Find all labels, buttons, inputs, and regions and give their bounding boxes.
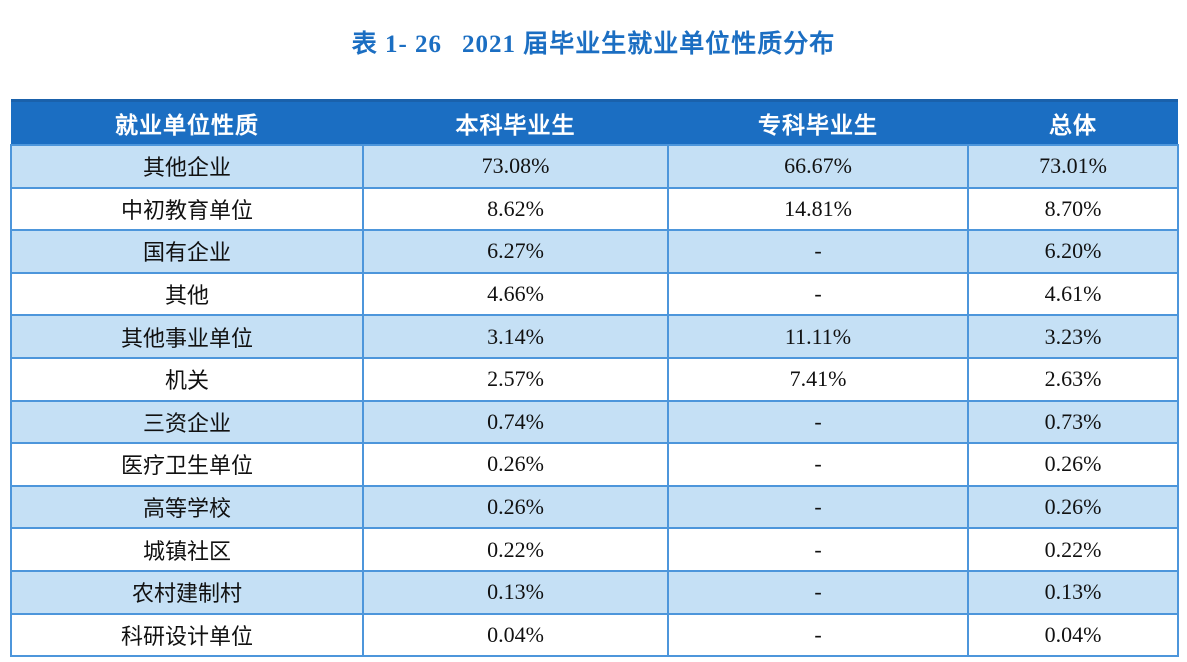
table-row: 医疗卫生单位 0.26% - 0.26% [10, 442, 1179, 487]
table-row: 科研设计单位 0.04% - 0.04% [10, 612, 1179, 658]
undergraduate-cell: 8.62% [362, 186, 669, 232]
table-number-label: 表 1- 26 [351, 31, 443, 58]
overall-cell: 4.61% [967, 271, 1179, 317]
undergraduate-cell: 0.74% [362, 399, 669, 445]
undergraduate-cell: 6.27% [362, 229, 669, 274]
header-undergraduate: 本科毕业生 [363, 99, 668, 145]
table-row: 其他企业 73.08% 66.67% 73.01% [10, 144, 1179, 189]
vocational-cell: 66.67% [667, 144, 969, 189]
undergraduate-cell: 73.08% [362, 144, 669, 189]
header-overall: 总体 [968, 99, 1178, 145]
table-row: 其他 4.66% - 4.61% [10, 271, 1179, 317]
unit-type-cell: 其他企业 [10, 144, 364, 189]
overall-cell: 8.70% [967, 186, 1179, 232]
unit-type-cell: 科研设计单位 [10, 612, 364, 658]
header-vocational: 专科毕业生 [668, 99, 968, 145]
table-row: 国有企业 6.27% - 6.20% [10, 229, 1179, 274]
undergraduate-cell: 3.14% [362, 314, 669, 359]
table-row: 其他事业单位 3.14% 11.11% 3.23% [10, 314, 1179, 359]
employment-unit-table: 就业单位性质 本科毕业生 专科毕业生 总体 其他企业 73.08% 66.67%… [10, 99, 1179, 658]
vocational-cell: 11.11% [667, 314, 969, 359]
unit-type-cell: 其他 [10, 271, 364, 317]
undergraduate-cell: 0.26% [362, 484, 669, 530]
table-row: 城镇社区 0.22% - 0.22% [10, 527, 1179, 572]
vocational-cell: - [667, 399, 969, 445]
vocational-cell: - [667, 484, 969, 530]
unit-type-cell: 医疗卫生单位 [10, 442, 364, 487]
header-unit-type: 就业单位性质 [11, 99, 363, 145]
overall-cell: 2.63% [967, 356, 1179, 402]
vocational-cell: - [667, 271, 969, 317]
table-row: 机关 2.57% 7.41% 2.63% [10, 356, 1179, 402]
table-row: 高等学校 0.26% - 0.26% [10, 484, 1179, 530]
undergraduate-cell: 0.26% [362, 442, 669, 487]
undergraduate-cell: 4.66% [362, 271, 669, 317]
unit-type-cell: 农村建制村 [10, 569, 364, 615]
overall-cell: 0.04% [967, 612, 1179, 658]
undergraduate-cell: 0.04% [362, 612, 669, 658]
overall-cell: 0.22% [967, 527, 1179, 572]
overall-cell: 3.23% [967, 314, 1179, 359]
unit-type-cell: 城镇社区 [10, 527, 364, 572]
unit-type-cell: 国有企业 [10, 229, 364, 274]
table-header-row: 就业单位性质 本科毕业生 专科毕业生 总体 [11, 99, 1178, 145]
table-row: 三资企业 0.74% - 0.73% [10, 399, 1179, 445]
unit-type-cell: 中初教育单位 [10, 186, 364, 232]
undergraduate-cell: 0.13% [362, 569, 669, 615]
vocational-cell: 7.41% [667, 356, 969, 402]
unit-type-cell: 机关 [10, 356, 364, 402]
table-title: 表 1- 26 2021 届毕业生就业单位性质分布 [0, 24, 1187, 60]
vocational-cell: - [667, 569, 969, 615]
vocational-cell: - [667, 442, 969, 487]
unit-type-cell: 高等学校 [10, 484, 364, 530]
overall-cell: 0.73% [967, 399, 1179, 445]
vocational-cell: - [667, 229, 969, 274]
vocational-cell: 14.81% [667, 186, 969, 232]
unit-type-cell: 三资企业 [10, 399, 364, 445]
vocational-cell: - [667, 527, 969, 572]
unit-type-cell: 其他事业单位 [10, 314, 364, 359]
undergraduate-cell: 0.22% [362, 527, 669, 572]
table-row: 中初教育单位 8.62% 14.81% 8.70% [10, 186, 1179, 232]
vocational-cell: - [667, 612, 969, 658]
overall-cell: 6.20% [967, 229, 1179, 274]
overall-cell: 0.13% [967, 569, 1179, 615]
overall-cell: 0.26% [967, 442, 1179, 487]
table-title-text: 2021 届毕业生就业单位性质分布 [462, 31, 836, 58]
overall-cell: 0.26% [967, 484, 1179, 530]
undergraduate-cell: 2.57% [362, 356, 669, 402]
overall-cell: 73.01% [967, 144, 1179, 189]
table-row: 农村建制村 0.13% - 0.13% [10, 569, 1179, 615]
